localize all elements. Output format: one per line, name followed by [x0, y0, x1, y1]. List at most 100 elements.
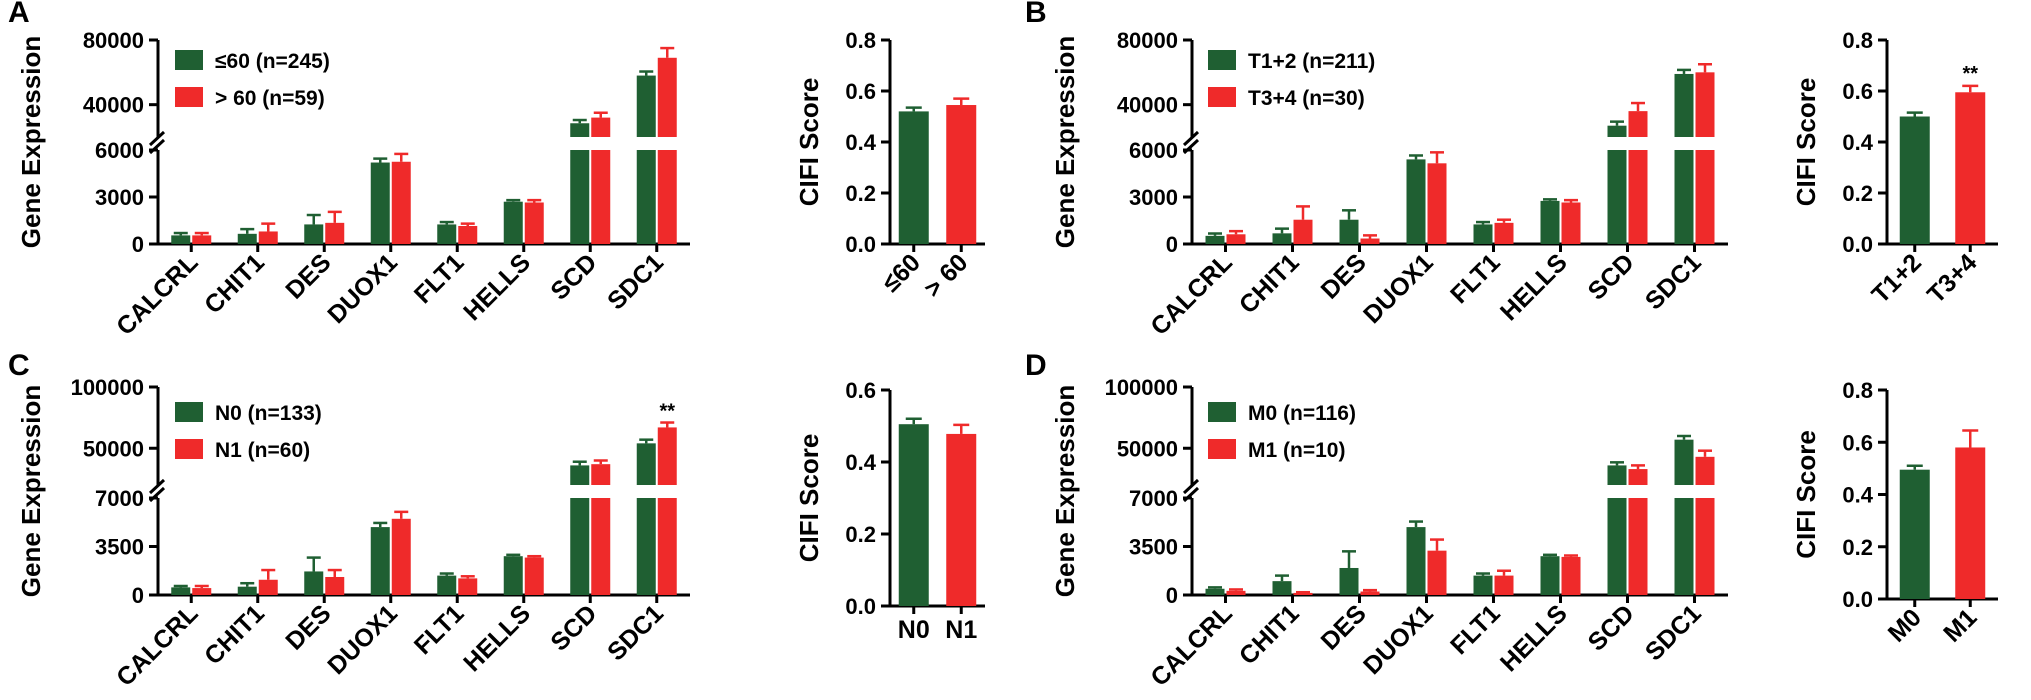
bar	[1540, 200, 1560, 244]
bar	[237, 586, 257, 595]
side-chart: 0.0 0.2 0.4 0.6 0.8 CIFI Score ≤60> 60	[794, 28, 985, 303]
panel-d: D 0 3500 7000 50000 100000 Gene Expression CALC…	[1025, 349, 1998, 692]
significance-mark: **	[659, 401, 675, 423]
bar	[1607, 125, 1627, 137]
bar	[1674, 498, 1694, 595]
side-bar	[898, 111, 929, 245]
side-x-tick-label: T1+2	[1866, 248, 1927, 309]
x-tick-label: HELLS	[458, 599, 536, 677]
x-tick-label: SCD	[1583, 248, 1640, 305]
x-tick-label: DES	[280, 248, 336, 304]
x-tick-label: CHIT1	[199, 248, 270, 319]
bar	[591, 464, 611, 485]
legend-label: N1 (n=60)	[215, 439, 310, 462]
bar	[1607, 498, 1627, 595]
side-y-tick-label: 0.4	[1842, 483, 1873, 508]
y-tick-label: 50000	[83, 436, 144, 461]
bar	[1339, 567, 1359, 595]
side-chart: 0.0 0.2 0.4 0.6 CIFI Score N0 N1	[794, 378, 985, 644]
bar	[458, 578, 478, 595]
bar	[657, 150, 677, 244]
bar	[1406, 159, 1426, 244]
x-tick-label: CHIT1	[1234, 248, 1305, 319]
bar	[1339, 219, 1359, 244]
side-y-tick-label: 0.2	[845, 522, 876, 547]
side-y-tick-label: 0.0	[1842, 587, 1873, 612]
legend-label: M1 (n=10)	[1248, 439, 1345, 462]
bar	[1607, 465, 1627, 485]
side-y-tick-label: 0.0	[845, 232, 876, 257]
x-tick-label: SDC1	[602, 248, 669, 315]
legend-label: > 60 (n=59)	[215, 87, 325, 110]
bar	[524, 557, 544, 595]
x-tick-label: CALCRL	[1145, 248, 1237, 340]
bar	[304, 571, 324, 595]
bar	[1695, 456, 1715, 485]
bar	[570, 123, 590, 137]
y-tick-label: 0	[132, 583, 144, 608]
bar	[1674, 73, 1694, 137]
bar	[1607, 150, 1627, 244]
bar	[1695, 72, 1715, 137]
x-tick-label: DUOX1	[1358, 599, 1439, 680]
side-y-axis-label: CIFI Score	[1791, 430, 1821, 559]
bar	[1226, 234, 1246, 244]
x-tick-label: SCD	[545, 599, 602, 656]
bar	[570, 498, 590, 595]
bar	[636, 498, 656, 595]
side-bar	[1955, 447, 1986, 599]
legend-swatch	[1208, 50, 1236, 70]
panel-label: D	[1025, 349, 1047, 382]
bar	[1561, 556, 1581, 595]
bar	[1628, 498, 1648, 595]
side-bar	[946, 433, 977, 606]
x-tick-label: HELLS	[1495, 599, 1573, 677]
y-tick-label: 3500	[95, 535, 144, 560]
bar	[1293, 219, 1313, 244]
side-y-axis-label: CIFI Score	[794, 78, 824, 207]
y-tick-label: 0	[1166, 583, 1178, 608]
bar	[1360, 591, 1380, 595]
bar	[258, 579, 278, 595]
legend-swatch	[1208, 402, 1236, 422]
x-tick-label: SCD	[1583, 599, 1640, 656]
x-tick-label: HELLS	[458, 248, 536, 326]
bar	[1695, 150, 1715, 244]
legend-swatch	[175, 439, 203, 459]
side-bar	[1955, 92, 1986, 245]
bar	[636, 150, 656, 244]
y-tick-label: 40000	[83, 93, 144, 118]
y-tick-label: 50000	[1117, 436, 1178, 461]
y-tick-label: 0	[132, 232, 144, 257]
side-bar	[898, 424, 929, 606]
y-tick-label: 80000	[1117, 28, 1178, 53]
y-tick-label: 6000	[95, 138, 144, 163]
legend-label: M0 (n=116)	[1248, 402, 1356, 425]
bar	[1494, 222, 1514, 244]
bar	[1494, 575, 1514, 595]
side-x-tick-label: M1	[1938, 603, 1982, 647]
side-y-tick-label: 0.2	[845, 181, 876, 206]
bar	[437, 575, 457, 595]
bar	[1628, 150, 1648, 244]
x-tick-label: SDC1	[1640, 599, 1707, 666]
side-y-tick-label: 0.6	[1842, 79, 1873, 104]
bar	[237, 233, 257, 244]
side-y-tick-label: 0.8	[1842, 28, 1873, 53]
x-tick-label: CALCRL	[111, 248, 203, 340]
panel-label: B	[1025, 0, 1047, 29]
bar	[1628, 111, 1648, 137]
side-bar	[1899, 116, 1930, 244]
bar	[1226, 590, 1246, 595]
side-y-tick-label: 0.2	[1842, 181, 1873, 206]
y-tick-label: 100000	[1105, 375, 1178, 400]
x-tick-label: CALCRL	[111, 599, 203, 691]
bar	[1427, 550, 1447, 595]
bar	[1473, 224, 1493, 244]
bar	[1272, 581, 1292, 595]
bar	[503, 556, 523, 595]
x-tick-label: DUOX1	[322, 248, 403, 329]
x-tick-label: CHIT1	[1234, 599, 1305, 670]
legend-label: ≤60 (n=245)	[215, 50, 330, 73]
